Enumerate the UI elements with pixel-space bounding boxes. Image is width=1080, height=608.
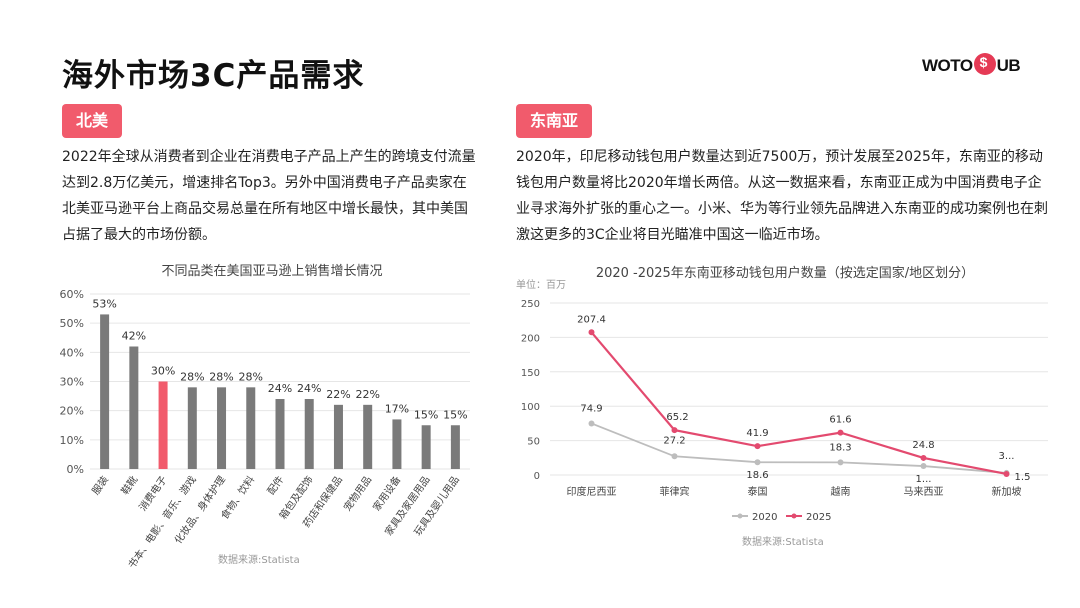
bar-chart-source: 数据来源:Statista (218, 555, 300, 566)
line-chart-unit: 单位：百万 (516, 280, 566, 291)
bar (246, 387, 256, 469)
bar (158, 381, 168, 469)
bar-x-tick-label: 化妆品、身体护理 (171, 473, 228, 546)
bar (363, 404, 373, 469)
bar-value-label: 15% (443, 408, 467, 421)
bar-y-tick-label: 50% (60, 317, 84, 330)
line-y-tick-label: 50 (527, 437, 540, 448)
data-label-2025: 61.6 (829, 415, 851, 426)
legend-label-2020: 2020 (752, 512, 777, 523)
series-point-2025 (754, 443, 761, 450)
legend-marker-2025 (791, 513, 797, 519)
legend-marker-2020 (737, 513, 743, 519)
bar-value-label: 22% (355, 388, 379, 401)
data-label-2020: 18.3 (829, 442, 851, 453)
legend-label-2025: 2025 (806, 512, 831, 523)
line-y-tick-label: 250 (521, 299, 540, 310)
bar (217, 387, 227, 469)
bar-value-label: 28% (239, 370, 263, 383)
series-point-2025 (1003, 470, 1010, 477)
region-tag-north-america: 北美 (62, 104, 123, 138)
line-x-tick-label: 马来西亚 (904, 486, 944, 498)
bar-value-label: 17% (385, 402, 409, 415)
bar-value-label: 24% (268, 382, 292, 395)
bar-x-tick-label: 配件 (265, 474, 286, 497)
bar-value-label: 22% (326, 388, 350, 401)
line-x-tick-label: 越南 (831, 485, 851, 498)
bar (304, 399, 314, 469)
line-x-tick-label: 印度尼西亚 (567, 485, 617, 498)
bar (129, 346, 139, 469)
bar-x-tick-label: 消费电子 (136, 473, 170, 513)
bar (392, 419, 402, 469)
data-label-2025: 1.5 (1015, 472, 1031, 483)
line-chart: 0 50 100 150 200 250 印度尼西亚 菲律宾 泰国 越南 马来西亚 新加坡 74.9 27… (521, 299, 1048, 523)
bar-value-label: 42% (122, 330, 146, 343)
series-point-2020 (588, 420, 595, 427)
bar-value-label: 28% (180, 370, 204, 383)
bar-x-tick-label: 服装 (89, 473, 111, 497)
bar (333, 404, 343, 469)
bar-x-tick-label: 家用设备 (370, 473, 404, 513)
line-y-tick-label: 100 (521, 402, 540, 413)
bar-x-tick-label: 鞋靴 (118, 473, 140, 497)
brand-logo: WOTO UB (922, 52, 1021, 76)
series-point-2025 (588, 329, 595, 336)
data-label-2025: 65.2 (666, 412, 688, 423)
series-point-2020 (837, 459, 844, 466)
bar-y-tick-label: 60% (60, 288, 84, 301)
data-label-2020: 27.2 (663, 435, 685, 446)
bar-y-tick-label: 20% (60, 405, 84, 418)
bar-y-tick-label: 10% (60, 434, 84, 447)
bar (187, 387, 197, 469)
logo-dollar-icon (973, 52, 996, 75)
series-point-2025 (671, 427, 678, 434)
line-x-tick-label: 新加坡 (992, 485, 1022, 498)
data-label-2020: 18.6 (746, 470, 768, 481)
logo-text-left: WOTO (922, 56, 973, 75)
bar (450, 425, 460, 469)
data-label-2020-extra: 3... (999, 451, 1015, 462)
bar (100, 314, 110, 469)
line-chart-title: 2020 -2025年东南亚移动钱包用户数量（按选定国家/地区划分） (595, 266, 975, 281)
data-label-2025: 41.9 (746, 428, 768, 439)
bar-chart: 0% 10% 20% 30% 40% 50% 60% 53% 服装 42% 鞋靴 30% 消费电子 28%… (60, 288, 470, 571)
bar-y-tick-label: 40% (60, 346, 84, 359)
series-point-2020 (754, 459, 761, 466)
bar-chart-title: 不同品类在美国亚马逊上销售增长情况 (161, 264, 383, 279)
bar-value-label: 24% (297, 382, 321, 395)
bar-y-tick-label: 0% (67, 463, 84, 476)
southeast-asia-paragraph: 2020年，印尼移动钱包用户数量达到近7500万，预计发展至2025年，东南亚的… (516, 149, 1048, 243)
line-chart-source: 数据来源:Statista (742, 537, 824, 548)
region-tag-southeast-asia: 东南亚 (516, 104, 593, 138)
series-point-2020 (920, 463, 927, 470)
line-y-tick-label: 0 (534, 471, 540, 482)
bar-y-tick-label: 30% (60, 376, 84, 389)
north-america-paragraph: 2022年全球从消费者到企业在消费电子产品上产生的跨境支付流量达到2.8万亿美元… (62, 149, 476, 243)
data-label-2020: 74.9 (580, 403, 602, 414)
line-y-tick-label: 200 (521, 333, 540, 344)
data-label-2025: 207.4 (577, 314, 606, 325)
series-line-2025 (590, 331, 1007, 476)
bar-value-label: 28% (209, 370, 233, 383)
data-label-2025: 24.8 (912, 440, 934, 451)
bar-value-label: 30% (151, 365, 175, 378)
series-point-2025 (837, 429, 844, 436)
line-x-tick-label: 菲律宾 (660, 485, 690, 498)
data-label-2020: 1... (916, 474, 932, 485)
page-title: 海外市场3C产品需求 (62, 58, 365, 94)
logo-text-right: UB (996, 56, 1021, 75)
series-point-2020 (671, 453, 678, 460)
line-y-tick-label: 150 (521, 368, 540, 379)
series-point-2025 (920, 454, 927, 461)
bar-x-tick-label: 宠物用品 (341, 473, 375, 513)
series-line-2020 (591, 422, 1007, 474)
bar (275, 399, 285, 469)
bar-value-label: 15% (414, 408, 438, 421)
bar-value-label: 53% (92, 297, 116, 310)
bar (421, 425, 431, 469)
line-x-tick-label: 泰国 (748, 485, 768, 498)
